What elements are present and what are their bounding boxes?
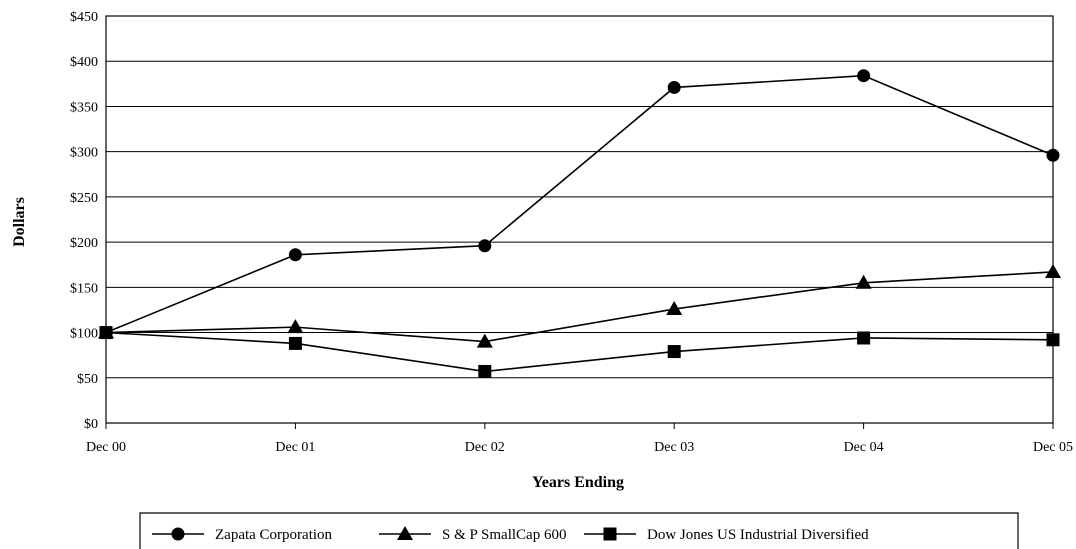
legend-entry: Zapata Corporation	[152, 527, 333, 543]
y-axis-title: Dollars	[11, 197, 28, 247]
data-point	[287, 319, 304, 334]
data-point	[1046, 148, 1060, 162]
data-point	[288, 248, 302, 262]
x-tick-label: Dec 03	[654, 440, 694, 455]
x-tick-label: Dec 05	[1033, 440, 1073, 455]
legend-marker	[171, 527, 185, 541]
y-tick-label: $350	[70, 100, 98, 115]
series-1	[99, 69, 1060, 340]
x-tick-label: Dec 02	[465, 440, 505, 455]
y-axis-tick-labels: $0 $50 $100 $150 $200 $250 $300 $350 $400 $450	[70, 10, 98, 432]
data-point	[1045, 263, 1061, 278]
legend-label: Zapata Corporation	[215, 527, 333, 543]
data-point	[667, 345, 681, 359]
series-line	[105, 271, 1054, 343]
series-layer	[98, 69, 1061, 378]
x-axis-tick-labels: Dec 00 Dec 01 Dec 02 Dec 03 Dec 04 Dec 05	[86, 423, 1073, 455]
legend-box	[139, 512, 1019, 549]
data-point	[857, 331, 871, 345]
data-point	[478, 364, 492, 378]
y-tick-label: $200	[70, 236, 98, 251]
y-tick-label: $150	[70, 281, 98, 296]
data-point	[288, 336, 302, 350]
data-point	[476, 333, 493, 348]
data-point	[99, 326, 113, 340]
y-tick-label: $100	[70, 327, 98, 342]
legend-entry: Dow Jones US Industrial Diversified	[584, 527, 869, 543]
legend: Zapata Corporation S & P SmallCap 600 Dow …	[139, 512, 1019, 549]
x-tick-label: Dec 00	[86, 440, 126, 455]
y-tick-label: $300	[70, 146, 98, 161]
legend-marker	[603, 527, 617, 541]
legend-label: Dow Jones US Industrial Diversified	[647, 527, 869, 543]
plot-area	[105, 15, 1054, 424]
data-point	[667, 80, 681, 94]
data-point	[478, 239, 492, 253]
gridlines	[106, 60, 1053, 379]
y-tick-label: $50	[77, 372, 98, 387]
x-axis-title: Years Ending	[532, 474, 624, 491]
legend-marker	[397, 526, 413, 540]
data-point	[857, 69, 871, 83]
data-point	[666, 301, 683, 316]
y-tick-label: $250	[70, 191, 98, 206]
y-tick-label: $450	[70, 10, 98, 25]
data-point	[855, 274, 872, 289]
legend-label: S & P SmallCap 600	[442, 527, 566, 543]
series-line	[105, 331, 1054, 373]
y-tick-label: $0	[84, 417, 98, 432]
x-tick-label: Dec 04	[844, 440, 884, 455]
plot-border	[105, 15, 1054, 424]
legend-entry: S & P SmallCap 600	[379, 526, 566, 543]
series-line	[105, 74, 1054, 334]
data-point	[1046, 333, 1060, 347]
y-tick-label: $400	[70, 55, 98, 70]
series-3	[99, 326, 1060, 378]
x-tick-label: Dec 01	[275, 440, 315, 455]
